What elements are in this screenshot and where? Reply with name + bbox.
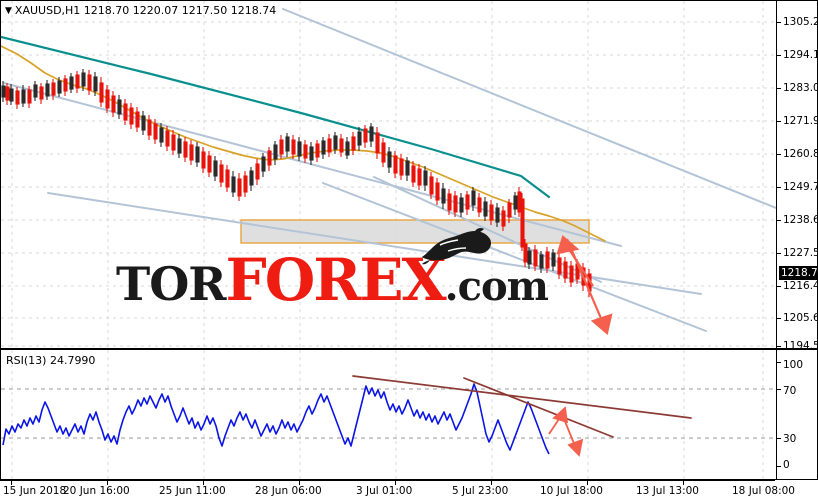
rsi-plot-svg: [1, 350, 776, 479]
time-tick: 15 Jun 2018: [3, 485, 67, 497]
price-tick: 1249.70: [783, 181, 818, 193]
time-axis-line: [0, 480, 775, 481]
price-chart-panel[interactable]: ▼ XAUUSD,H1 1218.70 1220.07 1217.50 1218.…: [0, 0, 818, 352]
rsi-forecast-arrows: [548, 406, 584, 457]
current-price-flag: 1218.74: [779, 266, 818, 280]
rsi-trendline-1: [352, 375, 692, 419]
price-tick: 1294.10: [783, 49, 818, 61]
teal-trendline: [1, 35, 551, 199]
time-tick: 5 Jul 23:00: [452, 485, 509, 497]
price-tick: 1216.40: [783, 280, 818, 292]
rsi-level-lines: [1, 388, 776, 439]
price-plot-svg: [1, 1, 776, 348]
price-tick: 1271.90: [783, 115, 818, 127]
caret-down-icon[interactable]: ▼: [5, 6, 12, 16]
time-tick: 25 Jun 11:00: [159, 485, 226, 497]
rsi-trendline-2: [463, 377, 614, 438]
forecast-arrows: [556, 235, 613, 336]
time-axis[interactable]: 15 Jun 2018 20 Jun 16:00 25 Jun 11:00 28…: [0, 480, 818, 503]
time-tick: 20 Jun 16:00: [63, 485, 130, 497]
rsi-trendlines: [352, 375, 692, 438]
rsi-indicator-panel[interactable]: RSI(13) 24.7990 100 70 30 0: [0, 349, 818, 480]
rsi-arrow-down-head: [567, 438, 584, 457]
forecast-arrow-down-shaft: [565, 238, 605, 324]
price-plot-area[interactable]: [1, 1, 776, 348]
time-tick: 28 Jun 06:00: [255, 485, 322, 497]
time-tick: 18 Jul 08:00: [732, 485, 795, 497]
ohlc-label: XAUUSD,H1 1218.70 1220.07 1217.50 1218.7…: [14, 4, 277, 17]
price-axis[interactable]: 1305.20 1294.10 1283.00 1271.90 1260.80 …: [776, 1, 818, 352]
rsi-line: [2, 383, 550, 455]
rsi-tick: 30: [783, 433, 797, 445]
time-tick: 3 Jul 01:00: [356, 485, 413, 497]
rsi-arrow-down-shaft: [561, 413, 576, 447]
symbol-ohlc-header: ▼ XAUUSD,H1 1218.70 1220.07 1217.50 1218.…: [5, 4, 276, 17]
time-tick: 13 Jul 13:00: [636, 485, 699, 497]
rsi-label: RSI(13) 24.7990: [6, 354, 96, 367]
forecast-arrow-down-head: [590, 313, 613, 336]
grid-lines: [1, 1, 776, 348]
rsi-tick: 100: [783, 359, 804, 371]
time-tick: 10 Jul 18:00: [540, 485, 603, 497]
price-tick: 1238.60: [783, 214, 818, 226]
rsi-plot-area[interactable]: [1, 350, 776, 479]
rsi-axis[interactable]: 100 70 30 0: [776, 350, 818, 479]
rsi-tick: 70: [783, 385, 797, 397]
price-tick: 1205.60: [783, 312, 818, 324]
forecast-arrow-up-shaft: [566, 245, 594, 287]
candlestick-series: [1, 69, 592, 297]
price-tick: 1227.50: [783, 247, 818, 259]
rsi-tick: 0: [783, 459, 790, 471]
descending-channel-lines: [3, 8, 776, 332]
price-tick: 1283.00: [783, 82, 818, 94]
moving-average-line: [1, 45, 606, 242]
price-tick: 1305.20: [783, 16, 818, 28]
price-tick: 1260.80: [783, 148, 818, 160]
rsi-grid-lines: [11, 350, 764, 479]
